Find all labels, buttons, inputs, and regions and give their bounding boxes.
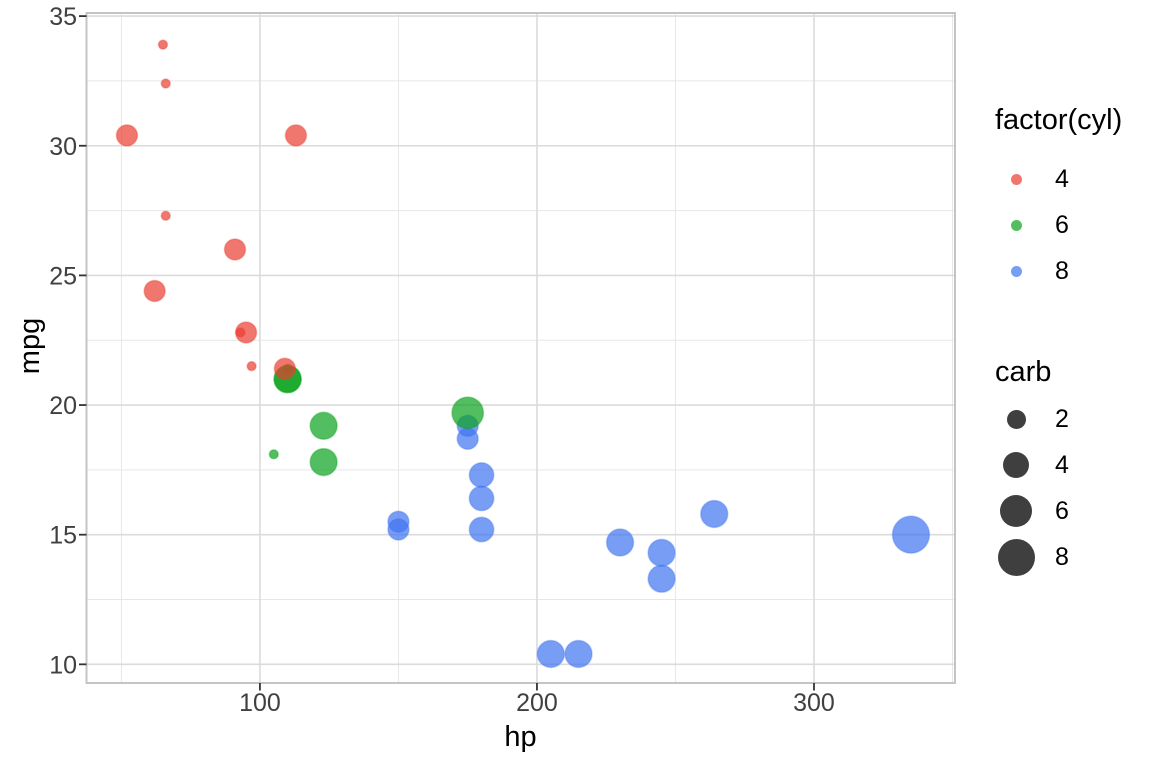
data-point: [700, 499, 729, 529]
legend-label: 6: [1055, 496, 1069, 525]
data-point: [387, 518, 410, 541]
data-point: [284, 124, 308, 147]
legend-label: 2: [1055, 404, 1069, 433]
legend-label: 6: [1055, 210, 1069, 239]
legend-cyl-title: factor(cyl): [995, 104, 1123, 136]
y-tick-label: 30: [49, 133, 77, 161]
legend-key: [995, 409, 1037, 429]
y-axis-title: mpg: [14, 317, 46, 375]
data-point: [273, 357, 297, 380]
legend-label: 4: [1055, 450, 1069, 479]
legend-item: 4: [995, 442, 1069, 488]
carb-size-swatch-icon: [997, 538, 1035, 576]
legend-label: 4: [1055, 164, 1069, 193]
cyl-color-swatch-icon: [1010, 173, 1022, 185]
legend-item: 4: [995, 156, 1122, 202]
legend-carb-items: 2 4 6 8: [995, 396, 1069, 580]
legend-item: 2: [995, 396, 1069, 442]
data-point: [647, 564, 676, 594]
data-point: [605, 528, 635, 557]
carb-size-swatch-icon: [1002, 451, 1030, 479]
legend-item: 8: [995, 534, 1069, 580]
data-point: [468, 516, 495, 543]
legend-key: [995, 538, 1037, 576]
data-point: [234, 321, 258, 344]
legend-cyl: factor(cyl) 4 6 8: [995, 100, 1122, 294]
y-tick-label: 20: [49, 392, 77, 420]
legend-key: [995, 173, 1037, 185]
cyl-color-swatch-icon: [1010, 219, 1022, 231]
legend-key: [995, 265, 1037, 277]
legend-key: [995, 451, 1037, 479]
x-axis-title: hp: [504, 721, 537, 753]
legend-item: 8: [995, 248, 1122, 294]
panel-border: [85, 12, 956, 684]
data-point: [157, 39, 169, 50]
y-tick-label: 10: [49, 651, 77, 679]
y-tick-label: 35: [49, 3, 77, 31]
data-point: [223, 238, 247, 261]
legend-key: [995, 495, 1037, 527]
legend-key: [995, 219, 1037, 231]
data-point: [115, 124, 139, 147]
data-point: [536, 639, 566, 669]
legend-item: 6: [995, 202, 1122, 248]
legend-label: 8: [1055, 542, 1069, 571]
legend-item: 6: [995, 488, 1069, 534]
data-point: [891, 515, 931, 554]
data-point: [468, 462, 495, 489]
data-point: [468, 485, 495, 512]
data-point: [309, 411, 338, 441]
x-tick-label: 300: [793, 689, 835, 717]
data-point: [268, 449, 280, 460]
data-point: [143, 279, 166, 303]
data-point: [451, 396, 485, 430]
data-point: [160, 78, 171, 89]
y-tick-label: 25: [49, 262, 77, 290]
legend-cyl-items: 4 6 8: [995, 156, 1122, 294]
data-point: [564, 639, 593, 669]
x-tick-label: 100: [239, 689, 281, 717]
data-point: [246, 360, 257, 372]
cyl-color-swatch-icon: [1010, 265, 1022, 277]
legend-carb: carb 2 4 6 8: [995, 352, 1069, 580]
carb-size-swatch-icon: [1000, 495, 1032, 527]
data-point: [647, 538, 676, 568]
data-point: [160, 210, 171, 222]
carb-size-swatch-icon: [1006, 409, 1026, 429]
data-point: [309, 447, 338, 477]
x-tick-label: 200: [516, 689, 558, 717]
legend-carb-title: carb: [995, 356, 1052, 388]
legend-label: 8: [1055, 256, 1069, 285]
y-tick-label: 15: [49, 522, 77, 550]
